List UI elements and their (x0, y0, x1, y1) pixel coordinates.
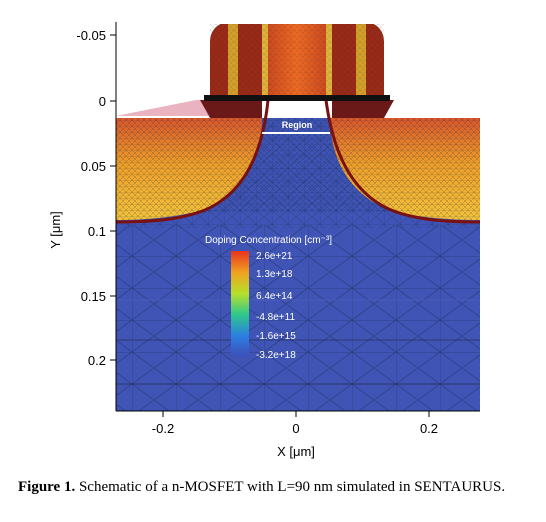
legend-value: 1.3e+18 (256, 269, 293, 280)
y-axis-label: Y [μm] (48, 211, 63, 249)
legend-colorbar (231, 251, 249, 357)
doping-legend: Doping Concentration [cm⁻³] 2.6e+21 1.3e… (205, 235, 332, 361)
legend-title: Doping Concentration [cm⁻³] (205, 235, 332, 246)
axes: -0.05 0 0.05 0.1 0.15 0.2 -0.2 0 0.2 X [… (48, 22, 480, 459)
y-tick-label: 0.05 (81, 159, 106, 174)
y-tick-label: 0.15 (81, 289, 106, 304)
x-tick-label: 0.2 (420, 421, 438, 436)
caption-text: Schematic of a n-MOSFET with L=90 nm sim… (75, 479, 506, 495)
legend-value: 6.4e+14 (256, 291, 293, 302)
legend-value: -1.6e+15 (256, 331, 296, 342)
mosfet-simulation-figure: RDF Region Doping Concentration [cm⁻³] 2… (48, 22, 480, 459)
y-tick-label: -0.05 (76, 28, 106, 43)
device-cross-section: RDF Region Doping Concentration [cm⁻³] 2… (116, 24, 480, 411)
drain-junction (324, 99, 480, 224)
legend-value: 2.6e+21 (256, 251, 293, 262)
x-tick-label: -0.2 (152, 421, 174, 436)
caption-label: Figure 1. (18, 479, 76, 495)
gate-oxide (204, 95, 390, 101)
figure-caption: Figure 1. Schematic of a n-MOSFET with L… (18, 478, 530, 497)
y-tick-label: 0.2 (88, 353, 106, 368)
legend-value: -3.2e+18 (256, 350, 296, 361)
rdf-label-line1: RDF (288, 109, 307, 119)
x-tick-label: 0 (292, 421, 299, 436)
y-tick-label: 0 (99, 94, 106, 109)
y-tick-label: 0.1 (88, 224, 106, 239)
x-axis-label: X [μm] (277, 444, 315, 459)
rdf-label-line2: Region (282, 120, 313, 130)
legend-value: -4.8e+11 (256, 312, 295, 323)
